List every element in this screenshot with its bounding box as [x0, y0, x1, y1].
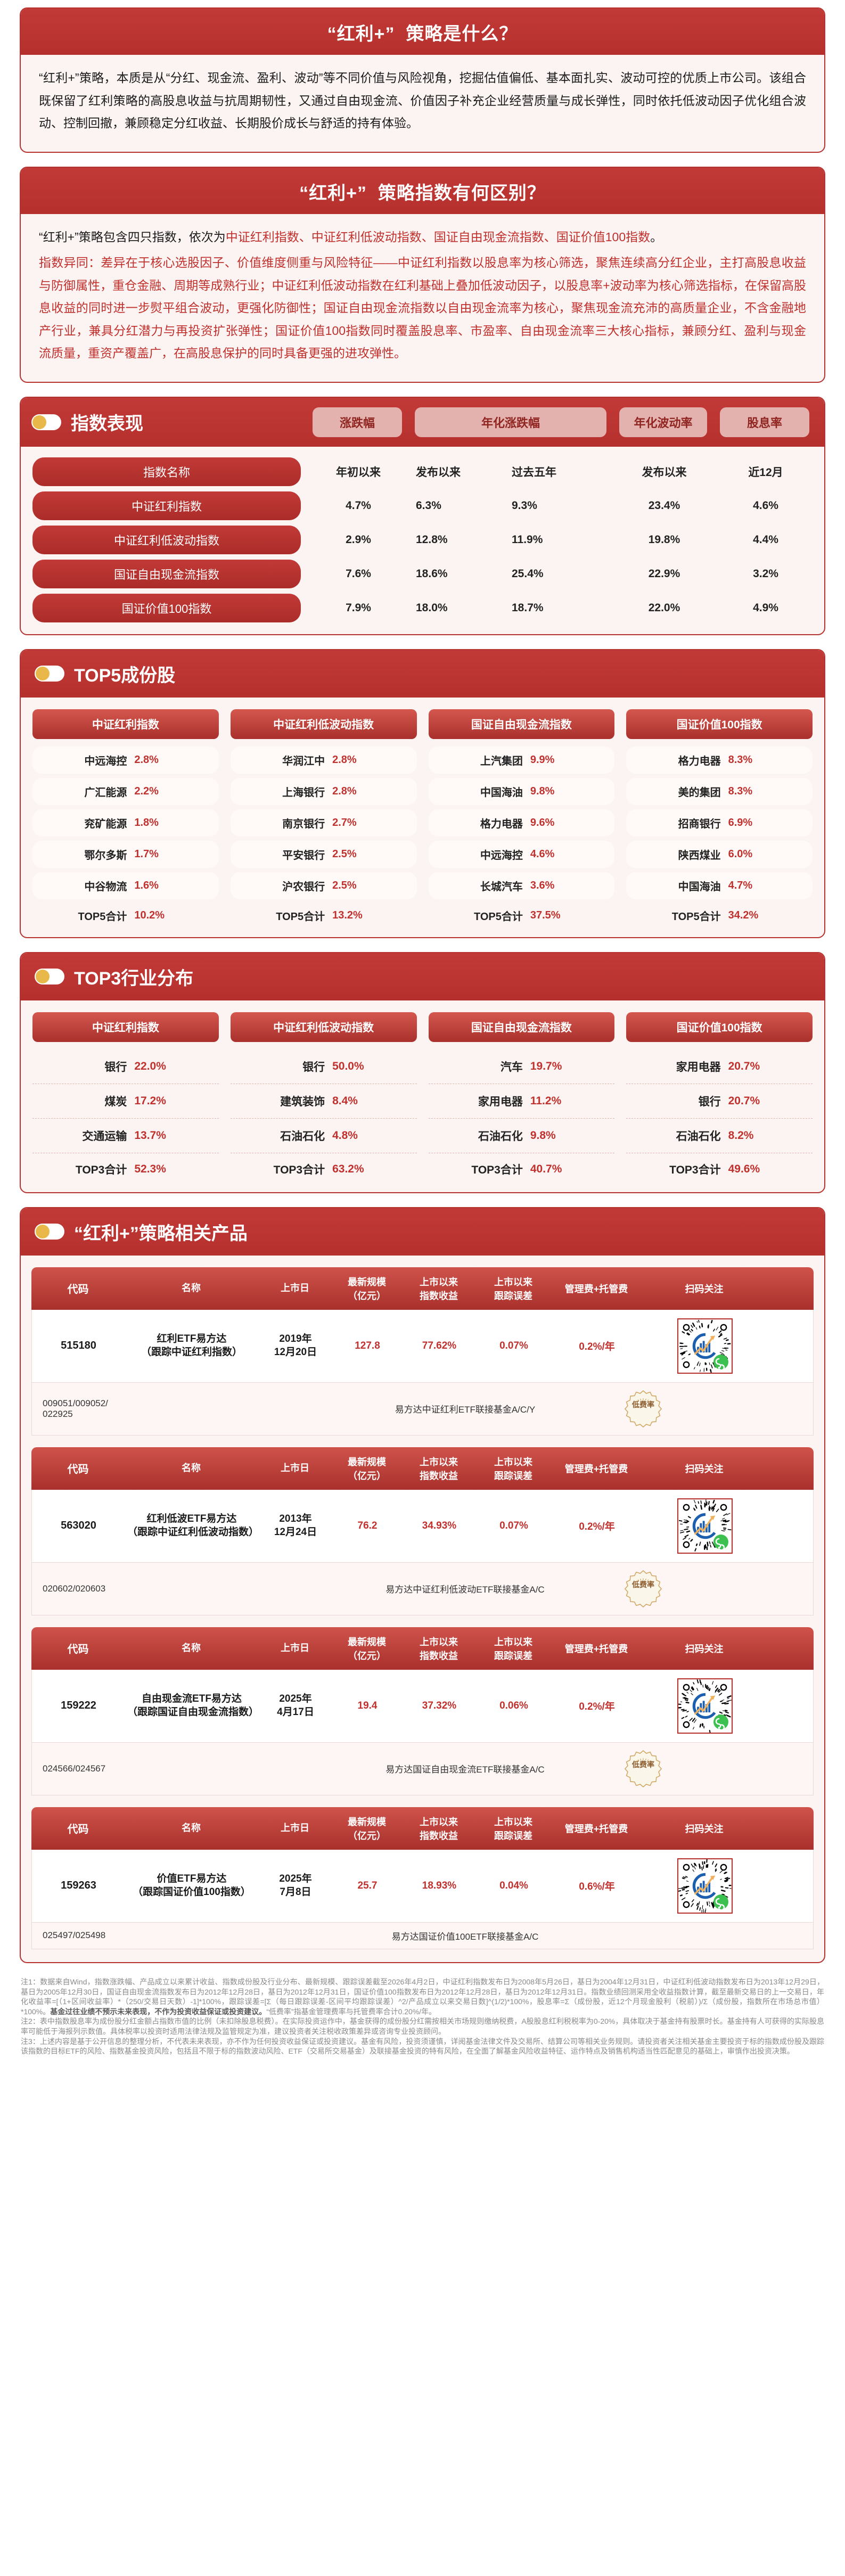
svg-text:低费率: 低费率 — [631, 1400, 654, 1409]
svg-text:低费率: 低费率 — [631, 1580, 654, 1589]
svg-text:低费率: 低费率 — [631, 1760, 654, 1769]
